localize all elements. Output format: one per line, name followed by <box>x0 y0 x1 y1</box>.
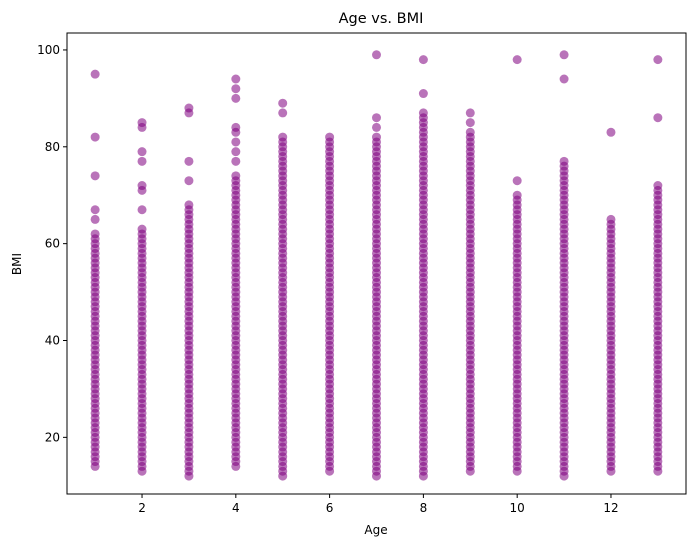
data-point <box>231 156 241 166</box>
data-point <box>418 89 428 99</box>
data-point <box>372 50 381 60</box>
x-tick-label: 8 <box>420 501 428 515</box>
data-point <box>231 84 241 94</box>
data-point <box>231 122 241 132</box>
data-point <box>606 214 616 224</box>
x-axis-label: Age <box>364 523 387 537</box>
data-point <box>90 69 100 79</box>
data-point <box>137 224 147 234</box>
data-point <box>606 127 616 137</box>
x-tick-label: 10 <box>510 501 525 515</box>
data-point <box>137 118 147 128</box>
y-tick-label: 60 <box>45 237 60 251</box>
chart-title: Age vs. BMI <box>339 11 424 27</box>
data-point <box>184 103 194 113</box>
data-point <box>559 156 569 166</box>
data-point <box>512 176 522 186</box>
data-point <box>653 55 663 65</box>
data-points <box>90 50 663 481</box>
data-point <box>231 93 241 103</box>
data-point <box>90 214 100 224</box>
y-axis: 20 40 60 80 100 <box>37 43 67 444</box>
x-tick-label: 12 <box>603 501 618 515</box>
data-point <box>90 171 100 181</box>
data-point <box>372 113 381 123</box>
data-point <box>418 108 428 118</box>
plot-frame <box>66 32 687 495</box>
y-tick-label: 80 <box>45 140 60 154</box>
data-point <box>278 132 288 142</box>
data-point <box>184 156 194 166</box>
x-tick-label: 4 <box>232 501 240 515</box>
x-axis: 2 4 6 8 10 12 <box>138 494 619 515</box>
data-point <box>372 132 381 142</box>
data-point <box>231 171 241 181</box>
y-axis-label: BMI <box>10 253 24 275</box>
data-point <box>559 74 569 84</box>
data-point <box>137 205 147 215</box>
data-point <box>653 181 663 191</box>
data-point <box>512 55 522 65</box>
data-point <box>653 113 663 123</box>
x-tick-label: 2 <box>138 501 146 515</box>
x-tick-label: 6 <box>326 501 334 515</box>
data-point <box>325 132 335 142</box>
data-point <box>137 156 147 166</box>
data-point <box>559 50 569 60</box>
data-point <box>90 205 100 215</box>
y-tick-label: 40 <box>45 333 60 347</box>
data-point <box>90 229 100 239</box>
data-point <box>372 122 381 132</box>
y-tick-label: 20 <box>45 430 60 444</box>
y-tick-label: 100 <box>37 43 60 57</box>
data-point <box>231 147 241 157</box>
data-point <box>231 74 241 84</box>
data-point <box>278 108 288 118</box>
data-point <box>231 137 241 147</box>
data-point <box>184 176 194 186</box>
data-point <box>137 181 147 191</box>
data-point <box>184 200 194 210</box>
data-point <box>90 132 100 142</box>
data-point <box>465 108 475 118</box>
data-point <box>278 98 288 108</box>
data-point <box>465 118 475 128</box>
data-point <box>418 55 428 65</box>
data-point <box>137 147 147 157</box>
data-point <box>512 190 522 200</box>
data-point <box>465 127 475 137</box>
